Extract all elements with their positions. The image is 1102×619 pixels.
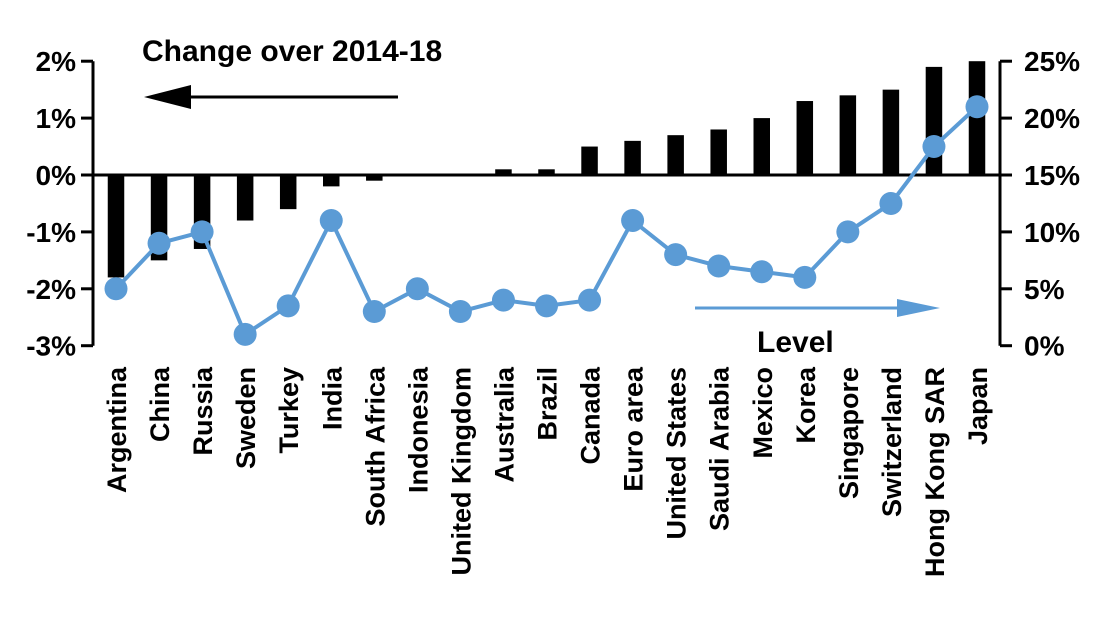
category-label-south-africa: South Africa <box>360 366 390 526</box>
line-series-annotation: Level <box>757 326 834 359</box>
bar-series-annotation: Change over 2014-18 <box>142 35 443 68</box>
right-axis-tick-label: 25% <box>1024 46 1080 77</box>
category-label-china: China <box>145 366 175 442</box>
bar-india <box>323 175 340 187</box>
category-label-australia: Australia <box>489 366 519 483</box>
category-label-saudi-arabia: Saudi Arabia <box>705 366 735 531</box>
bar-korea <box>796 101 814 175</box>
category-label-argentina: Argentina <box>102 366 132 493</box>
bar-south-africa <box>366 175 383 181</box>
right-axis-tick-label: 20% <box>1024 103 1080 134</box>
category-label-turkey: Turkey <box>274 367 304 454</box>
level-marker-united-states <box>664 243 688 267</box>
level-marker-euro-area <box>621 209 645 233</box>
category-label-sweden: Sweden <box>231 367 261 469</box>
level-marker-argentina <box>104 277 128 301</box>
bar-canada <box>581 146 598 175</box>
left-axis-tick-label: -2% <box>26 274 76 305</box>
left-axis-tick-label: 2% <box>36 46 77 77</box>
category-label-hong-kong-sar: Hong Kong SAR <box>920 367 950 577</box>
bar-hong-kong-sar <box>925 66 943 175</box>
left-axis-tick-label: 0% <box>36 160 77 191</box>
category-label-united-states: United States <box>662 367 692 540</box>
category-label-indonesia: Indonesia <box>403 366 433 493</box>
level-marker-saudi-arabia <box>707 254 731 278</box>
bar-australia <box>495 169 512 175</box>
category-label-singapore: Singapore <box>834 367 864 499</box>
level-marker-singapore <box>836 220 860 244</box>
bar-argentina <box>107 175 125 278</box>
category-label-japan: Japan <box>963 367 993 445</box>
bar-mexico <box>753 118 770 175</box>
level-marker-hong-kong-sar <box>922 135 946 159</box>
level-marker-turkey <box>276 294 300 318</box>
level-marker-brazil <box>535 294 558 318</box>
level-marker-india <box>319 209 343 233</box>
level-marker-japan <box>965 95 989 119</box>
bar-singapore <box>839 95 857 175</box>
category-label-united-kingdom: United Kingdom <box>446 367 476 575</box>
bar-euro-area <box>624 140 641 175</box>
level-marker-australia <box>491 288 515 312</box>
bar-saudi-arabia <box>710 129 727 175</box>
level-marker-mexico <box>750 260 774 284</box>
level-marker-indonesia <box>405 277 429 301</box>
bar-sweden <box>236 175 254 221</box>
right-axis-tick-label: 0% <box>1024 331 1065 362</box>
level-marker-korea <box>793 265 817 289</box>
left-axis-tick-label: -3% <box>26 331 76 362</box>
category-label-brazil: Brazil <box>533 367 563 441</box>
category-label-switzerland: Switzerland <box>877 367 907 517</box>
left-arrow-head <box>144 85 191 109</box>
level-marker-south-africa <box>362 300 386 324</box>
level-marker-canada <box>578 288 602 312</box>
category-label-euro-area: Euro area <box>619 366 649 492</box>
right-arrow-head <box>897 299 940 317</box>
left-axis-tick-label: 1% <box>36 103 77 134</box>
category-label-russia: Russia <box>188 366 218 456</box>
right-axis-tick-label: 5% <box>1024 274 1065 305</box>
right-axis-tick-label: 10% <box>1024 217 1080 248</box>
category-label-india: India <box>317 366 347 430</box>
left-axis-tick-label: -1% <box>26 217 76 248</box>
bar-turkey <box>279 175 297 210</box>
right-axis-tick-label: 15% <box>1024 160 1080 191</box>
category-label-korea: Korea <box>791 366 821 444</box>
bar-switzerland <box>882 89 900 175</box>
level-marker-switzerland <box>879 191 903 215</box>
level-marker-russia <box>190 220 214 244</box>
category-label-mexico: Mexico <box>748 367 778 459</box>
bar-united-states <box>667 135 684 175</box>
bar-brazil <box>538 169 555 175</box>
level-marker-sweden <box>233 322 257 346</box>
level-marker-united-kingdom <box>448 300 472 324</box>
level-marker-china <box>147 231 171 255</box>
category-label-canada: Canada <box>576 366 606 465</box>
